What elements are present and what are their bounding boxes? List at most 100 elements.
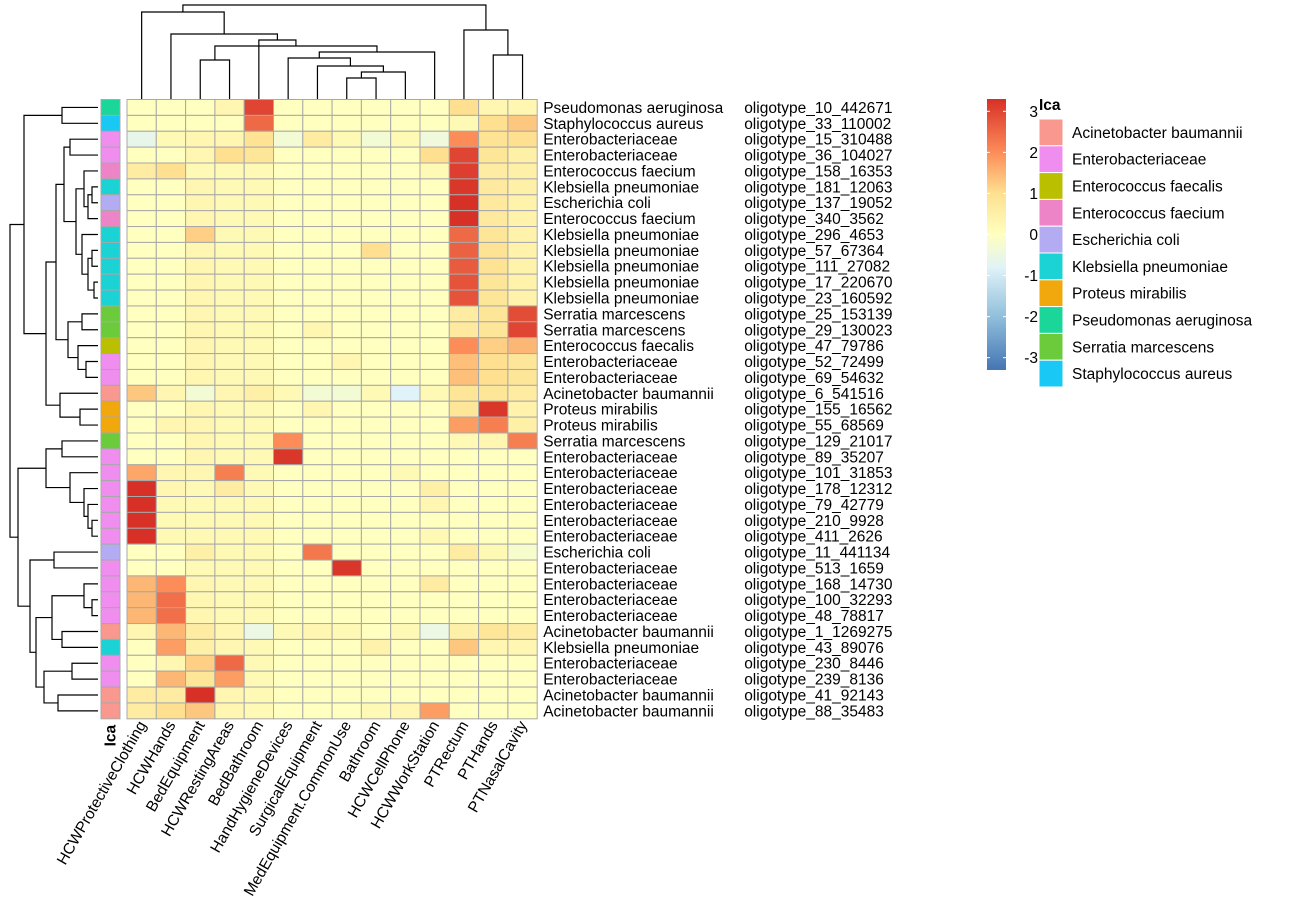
heatmap-cell xyxy=(243,226,274,243)
heatmap-cell xyxy=(155,607,187,625)
heatmap-cell xyxy=(390,257,421,275)
heatmap-cell xyxy=(273,194,304,212)
heatmap-cell xyxy=(214,654,245,672)
heatmap-cell xyxy=(273,527,304,545)
heatmap-cell xyxy=(243,241,274,259)
heatmap-cell xyxy=(126,368,157,386)
heatmap-cell xyxy=(360,257,392,275)
heatmap-cell xyxy=(507,591,538,609)
row-label-species: Klebsiella pneumoniae xyxy=(543,275,699,292)
annotation-cell xyxy=(100,305,121,323)
heatmap-cell xyxy=(448,162,480,180)
heatmap-cell xyxy=(243,194,274,212)
heatmap-cell xyxy=(360,305,392,323)
heatmap-cell xyxy=(448,686,480,704)
heatmap-cell xyxy=(390,511,421,529)
heatmap-cell xyxy=(331,464,362,482)
row-label-oligotype: oligotype_29_130023 xyxy=(744,322,892,339)
heatmap-cell xyxy=(185,273,216,291)
heatmap-cell xyxy=(390,416,421,434)
heatmap-cell xyxy=(214,257,245,275)
category-legend: Ica Acinetobacter baumannii Enterobacteri… xyxy=(1038,97,1252,388)
dendrogram-branch xyxy=(17,467,46,607)
heatmap-cell xyxy=(185,130,216,148)
heatmap-cell xyxy=(331,273,362,291)
heatmap-cell xyxy=(185,257,216,275)
heatmap-cell xyxy=(302,226,333,243)
heatmap-cell xyxy=(185,623,216,640)
dendrogram-branch xyxy=(79,408,98,426)
heatmap-cell xyxy=(331,448,362,466)
heatmap-cell xyxy=(126,194,157,212)
heatmap-cell xyxy=(214,591,245,609)
dendrogram-branch xyxy=(316,65,384,100)
dendrogram-branch xyxy=(59,392,98,418)
heatmap-cell xyxy=(448,257,480,275)
heatmap-cell xyxy=(448,496,480,513)
dendrogram-branch xyxy=(360,71,406,100)
heatmap-cell xyxy=(448,305,480,323)
heatmap-cell xyxy=(126,432,157,450)
row-label-oligotype: oligotype_100_32293 xyxy=(744,592,892,609)
heatmap-cell xyxy=(302,432,333,450)
row-label-oligotype: oligotype_101_31853 xyxy=(744,465,892,482)
heatmap-cell xyxy=(478,194,509,212)
heatmap-cell xyxy=(273,162,304,180)
heatmap-cell xyxy=(419,702,450,720)
heatmap-cell xyxy=(360,162,392,180)
heatmap-cell xyxy=(448,480,480,497)
heatmap-cell xyxy=(214,130,245,148)
heatmap-cell xyxy=(507,384,538,402)
heatmap-cell xyxy=(302,638,333,656)
heatmap-cell xyxy=(507,559,538,577)
row-label-species: Serratia marcescens xyxy=(543,433,685,450)
annotation-cell xyxy=(100,686,121,704)
heatmap-cell xyxy=(155,686,187,704)
heatmap-cell xyxy=(243,559,274,577)
heatmap-cell xyxy=(243,511,274,529)
heatmap-cell xyxy=(185,337,216,355)
annotation-cell xyxy=(100,670,121,688)
heatmap-cell xyxy=(302,114,333,132)
heatmap-cell xyxy=(273,210,304,228)
heatmap-cell xyxy=(478,670,509,688)
row-label-oligotype: oligotype_33_110002 xyxy=(744,116,891,133)
dendrogram-branch xyxy=(287,57,352,100)
heatmap-cell xyxy=(155,99,187,116)
row-label-oligotype: oligotype_41_92143 xyxy=(744,688,884,705)
heatmap-cell xyxy=(360,623,392,640)
heatmap-cell xyxy=(155,496,187,513)
heatmap-cell xyxy=(155,146,187,164)
heatmap-cell xyxy=(448,146,480,164)
heatmap-cell xyxy=(390,400,421,418)
annotation-cell xyxy=(100,241,121,259)
row-label-species: Klebsiella pneumoniae xyxy=(543,640,699,657)
heatmap-cell xyxy=(185,670,216,688)
dendrogram-branch xyxy=(57,694,98,712)
heatmap-cell xyxy=(273,130,304,148)
heatmap-cell xyxy=(302,416,333,434)
heatmap-cell xyxy=(507,321,538,339)
heatmap-cell xyxy=(185,162,216,180)
row-label-oligotype: oligotype_57_67364 xyxy=(744,243,884,260)
row-label-oligotype: oligotype_43_89076 xyxy=(744,640,884,657)
heatmap-cell xyxy=(419,591,450,609)
dendrogram-branch xyxy=(87,503,98,529)
heatmap-cell xyxy=(126,607,157,625)
heatmap-cell xyxy=(243,448,274,466)
row-label-oligotype: oligotype_181_12063 xyxy=(744,179,892,196)
heatmap-cell xyxy=(243,686,274,704)
row-label-species: Klebsiella pneumoniae xyxy=(543,259,699,276)
heatmap-cell xyxy=(243,400,274,418)
row-label-oligotype: oligotype_6_541516 xyxy=(744,386,884,403)
heatmap-cell xyxy=(243,273,274,291)
heatmap-cell xyxy=(478,480,509,497)
heatmap-cell xyxy=(214,432,245,450)
annotation-cell xyxy=(100,464,121,482)
heatmap-cell xyxy=(155,162,187,180)
heatmap-cell xyxy=(419,273,450,291)
row-label-species: Escherichia coli xyxy=(543,195,651,212)
heatmap-cell xyxy=(390,321,421,339)
heatmap-cell xyxy=(507,273,538,291)
row-label-species: Klebsiella pneumoniae xyxy=(543,179,699,196)
